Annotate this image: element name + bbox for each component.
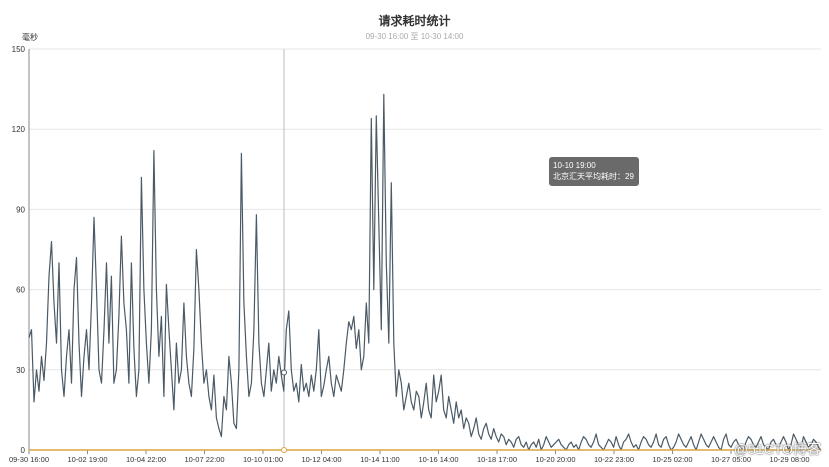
hover-markers bbox=[281, 369, 287, 453]
y-tick-label: 0 bbox=[21, 446, 26, 455]
x-tick-label: 10-02 19:00 bbox=[67, 455, 107, 464]
x-tick-label: 10-25 02:00 bbox=[652, 455, 692, 464]
y-tick-label: 120 bbox=[12, 125, 26, 134]
chart-subtitle: 09-30 16:00 至 10-30 14:00 bbox=[365, 32, 464, 41]
x-tick-label: 10-18 17:00 bbox=[477, 455, 517, 464]
hover-baseline-point bbox=[281, 447, 287, 453]
x-tick-label: 10-14 11:00 bbox=[360, 455, 399, 464]
y-tick-label: 30 bbox=[16, 366, 25, 375]
x-tick-label: 10-12 04:00 bbox=[301, 455, 341, 464]
x-tick-label: 10-27 05:00 bbox=[711, 455, 751, 464]
tooltip-value: 北京汇天平均耗时：29 bbox=[553, 172, 634, 181]
x-tick-label: 10-04 22:00 bbox=[126, 455, 166, 464]
chart-title: 请求耗时统计 bbox=[378, 14, 451, 28]
x-tick-label: 10-20 20:00 bbox=[535, 455, 575, 464]
x-tick-labels: 09-30 16:00 10-02 19:00 10-04 22:00 10-07 2… bbox=[9, 450, 810, 464]
x-tick-label: 10-07 22:00 bbox=[184, 455, 224, 464]
x-tick-label: 10-29 08:00 bbox=[769, 455, 809, 464]
tooltip-time: 10-10 19:00 bbox=[553, 161, 596, 170]
x-tick-label: 09-30 16:00 bbox=[9, 455, 49, 464]
series-layer bbox=[28, 93, 822, 451]
watermark: @51CTO博客 bbox=[733, 441, 821, 457]
hover-point bbox=[281, 369, 287, 376]
x-tick-label: 10-16 14:00 bbox=[418, 455, 458, 464]
y-tick-label: 60 bbox=[16, 286, 25, 295]
y-tick-label: 150 bbox=[12, 45, 26, 54]
x-tick-label: 10-10 01:00 bbox=[243, 455, 283, 464]
y-tick-label: 90 bbox=[16, 205, 25, 214]
x-tick-label: 10-22 23:00 bbox=[594, 455, 634, 464]
y-tick-labels: 0 30 60 90 120 150 bbox=[12, 45, 26, 455]
y-axis-unit-label: 毫秒 bbox=[22, 33, 38, 42]
series-line[interactable] bbox=[28, 93, 822, 451]
data-tooltip: 10-10 19:00 北京汇天平均耗时：29 bbox=[549, 157, 639, 186]
